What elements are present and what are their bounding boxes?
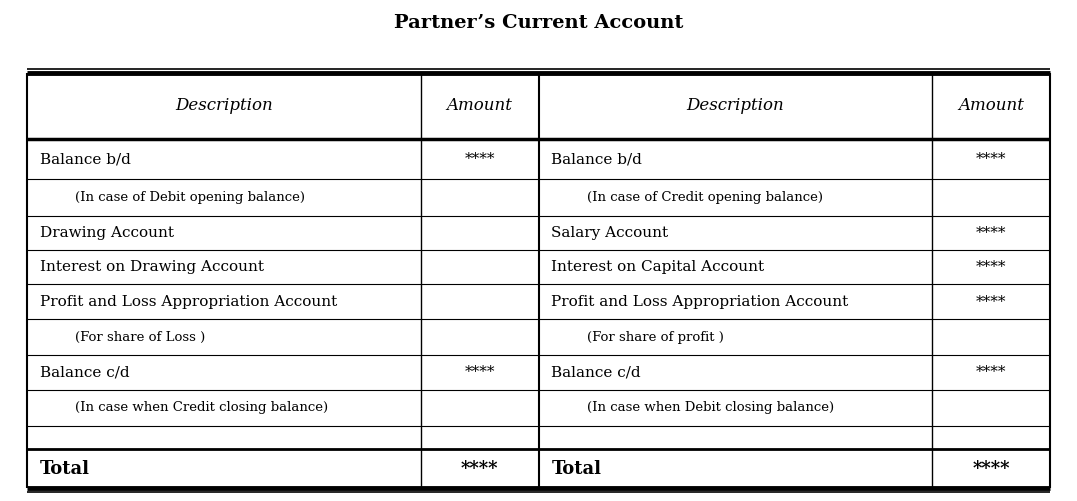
Text: ****: **** (976, 152, 1007, 166)
Text: (In case when Debit closing balance): (In case when Debit closing balance) (587, 401, 834, 414)
Text: Balance b/d: Balance b/d (551, 152, 642, 166)
Text: Profit and Loss Appropriation Account: Profit and Loss Appropriation Account (40, 295, 337, 309)
Text: Balance b/d: Balance b/d (40, 152, 130, 166)
Text: ****: **** (461, 460, 499, 478)
Text: ****: **** (976, 365, 1007, 379)
Text: Interest on Capital Account: Interest on Capital Account (551, 261, 765, 274)
Text: ****: **** (973, 460, 1010, 478)
Text: Partner’s Current Account: Partner’s Current Account (394, 14, 683, 32)
Text: (In case when Credit closing balance): (In case when Credit closing balance) (75, 401, 328, 414)
Text: Profit and Loss Appropriation Account: Profit and Loss Appropriation Account (551, 295, 849, 309)
Text: (In case of Debit opening balance): (In case of Debit opening balance) (75, 191, 306, 204)
Text: Description: Description (174, 97, 272, 114)
Text: (For share of profit ): (For share of profit ) (587, 331, 724, 344)
Text: Salary Account: Salary Account (551, 226, 669, 240)
Text: Balance c/d: Balance c/d (551, 365, 641, 379)
Text: ****: **** (464, 152, 495, 166)
Text: ****: **** (464, 365, 495, 379)
Text: Balance c/d: Balance c/d (40, 365, 129, 379)
Text: Interest on Drawing Account: Interest on Drawing Account (40, 261, 264, 274)
Text: Total: Total (40, 460, 89, 478)
Text: ****: **** (976, 226, 1007, 240)
Text: Amount: Amount (959, 97, 1024, 114)
Text: (For share of Loss ): (For share of Loss ) (75, 331, 206, 344)
Text: Total: Total (551, 460, 601, 478)
Text: ****: **** (976, 261, 1007, 274)
Text: ****: **** (976, 295, 1007, 309)
Text: Drawing Account: Drawing Account (40, 226, 173, 240)
Text: Description: Description (686, 97, 784, 114)
Text: Amount: Amount (447, 97, 513, 114)
Text: (In case of Credit opening balance): (In case of Credit opening balance) (587, 191, 823, 204)
